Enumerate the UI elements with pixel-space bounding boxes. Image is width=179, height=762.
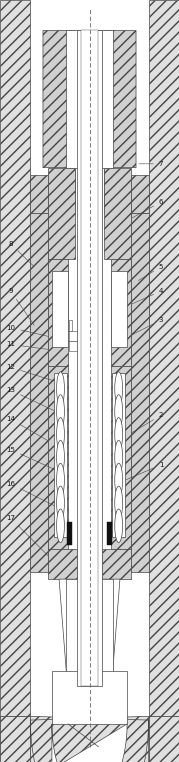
Circle shape — [57, 395, 64, 428]
Polygon shape — [102, 549, 131, 579]
Text: 15: 15 — [6, 447, 62, 472]
Circle shape — [115, 418, 123, 451]
Bar — [66, 579, 113, 686]
Circle shape — [57, 440, 64, 474]
Bar — [111, 271, 127, 347]
Bar — [149, 716, 179, 762]
Polygon shape — [30, 175, 48, 213]
Bar — [112, 373, 125, 537]
Bar — [69, 341, 77, 351]
Bar — [52, 271, 68, 347]
Bar — [67, 522, 72, 545]
Polygon shape — [149, 716, 179, 762]
Text: 5: 5 — [138, 264, 163, 280]
Text: 6: 6 — [115, 199, 163, 227]
Bar — [69, 320, 72, 331]
Polygon shape — [59, 579, 120, 671]
Text: 16: 16 — [6, 481, 58, 507]
Bar — [66, 30, 113, 168]
Polygon shape — [0, 0, 30, 716]
Circle shape — [115, 463, 123, 497]
Text: 7: 7 — [139, 161, 163, 167]
Polygon shape — [111, 366, 131, 549]
Circle shape — [57, 418, 64, 451]
Polygon shape — [149, 0, 179, 716]
Circle shape — [57, 372, 64, 405]
Circle shape — [115, 509, 123, 543]
Bar — [107, 522, 112, 545]
Polygon shape — [30, 716, 149, 762]
Polygon shape — [52, 724, 127, 762]
Bar — [0, 716, 30, 762]
Polygon shape — [66, 168, 75, 213]
Text: 17: 17 — [6, 515, 48, 555]
Circle shape — [115, 372, 123, 405]
Text: 8: 8 — [8, 241, 34, 266]
Circle shape — [115, 440, 123, 474]
Polygon shape — [48, 366, 68, 549]
Polygon shape — [104, 30, 136, 168]
Text: 11: 11 — [6, 341, 65, 352]
Circle shape — [57, 463, 64, 497]
Polygon shape — [48, 259, 68, 366]
Text: 12: 12 — [6, 364, 56, 382]
Polygon shape — [0, 716, 30, 762]
Bar — [54, 373, 67, 537]
Text: 14: 14 — [6, 416, 48, 440]
Polygon shape — [104, 168, 113, 213]
Circle shape — [57, 486, 64, 520]
Bar — [81, 30, 98, 686]
Polygon shape — [111, 259, 131, 366]
Circle shape — [57, 509, 64, 543]
Text: 13: 13 — [6, 387, 57, 411]
Polygon shape — [131, 175, 149, 213]
Text: 4: 4 — [115, 288, 163, 312]
Bar — [52, 671, 127, 724]
Text: 1: 1 — [124, 462, 163, 481]
Bar — [69, 331, 77, 341]
Bar — [77, 30, 102, 686]
Circle shape — [115, 395, 123, 428]
Text: 9: 9 — [8, 288, 34, 325]
Polygon shape — [43, 30, 75, 168]
Polygon shape — [48, 549, 77, 579]
Circle shape — [115, 486, 123, 520]
Text: 3: 3 — [115, 317, 163, 343]
Polygon shape — [131, 213, 149, 572]
Polygon shape — [104, 168, 131, 259]
Polygon shape — [48, 168, 75, 259]
Polygon shape — [30, 213, 48, 572]
Text: 10: 10 — [6, 325, 67, 341]
Text: 2: 2 — [131, 412, 163, 433]
